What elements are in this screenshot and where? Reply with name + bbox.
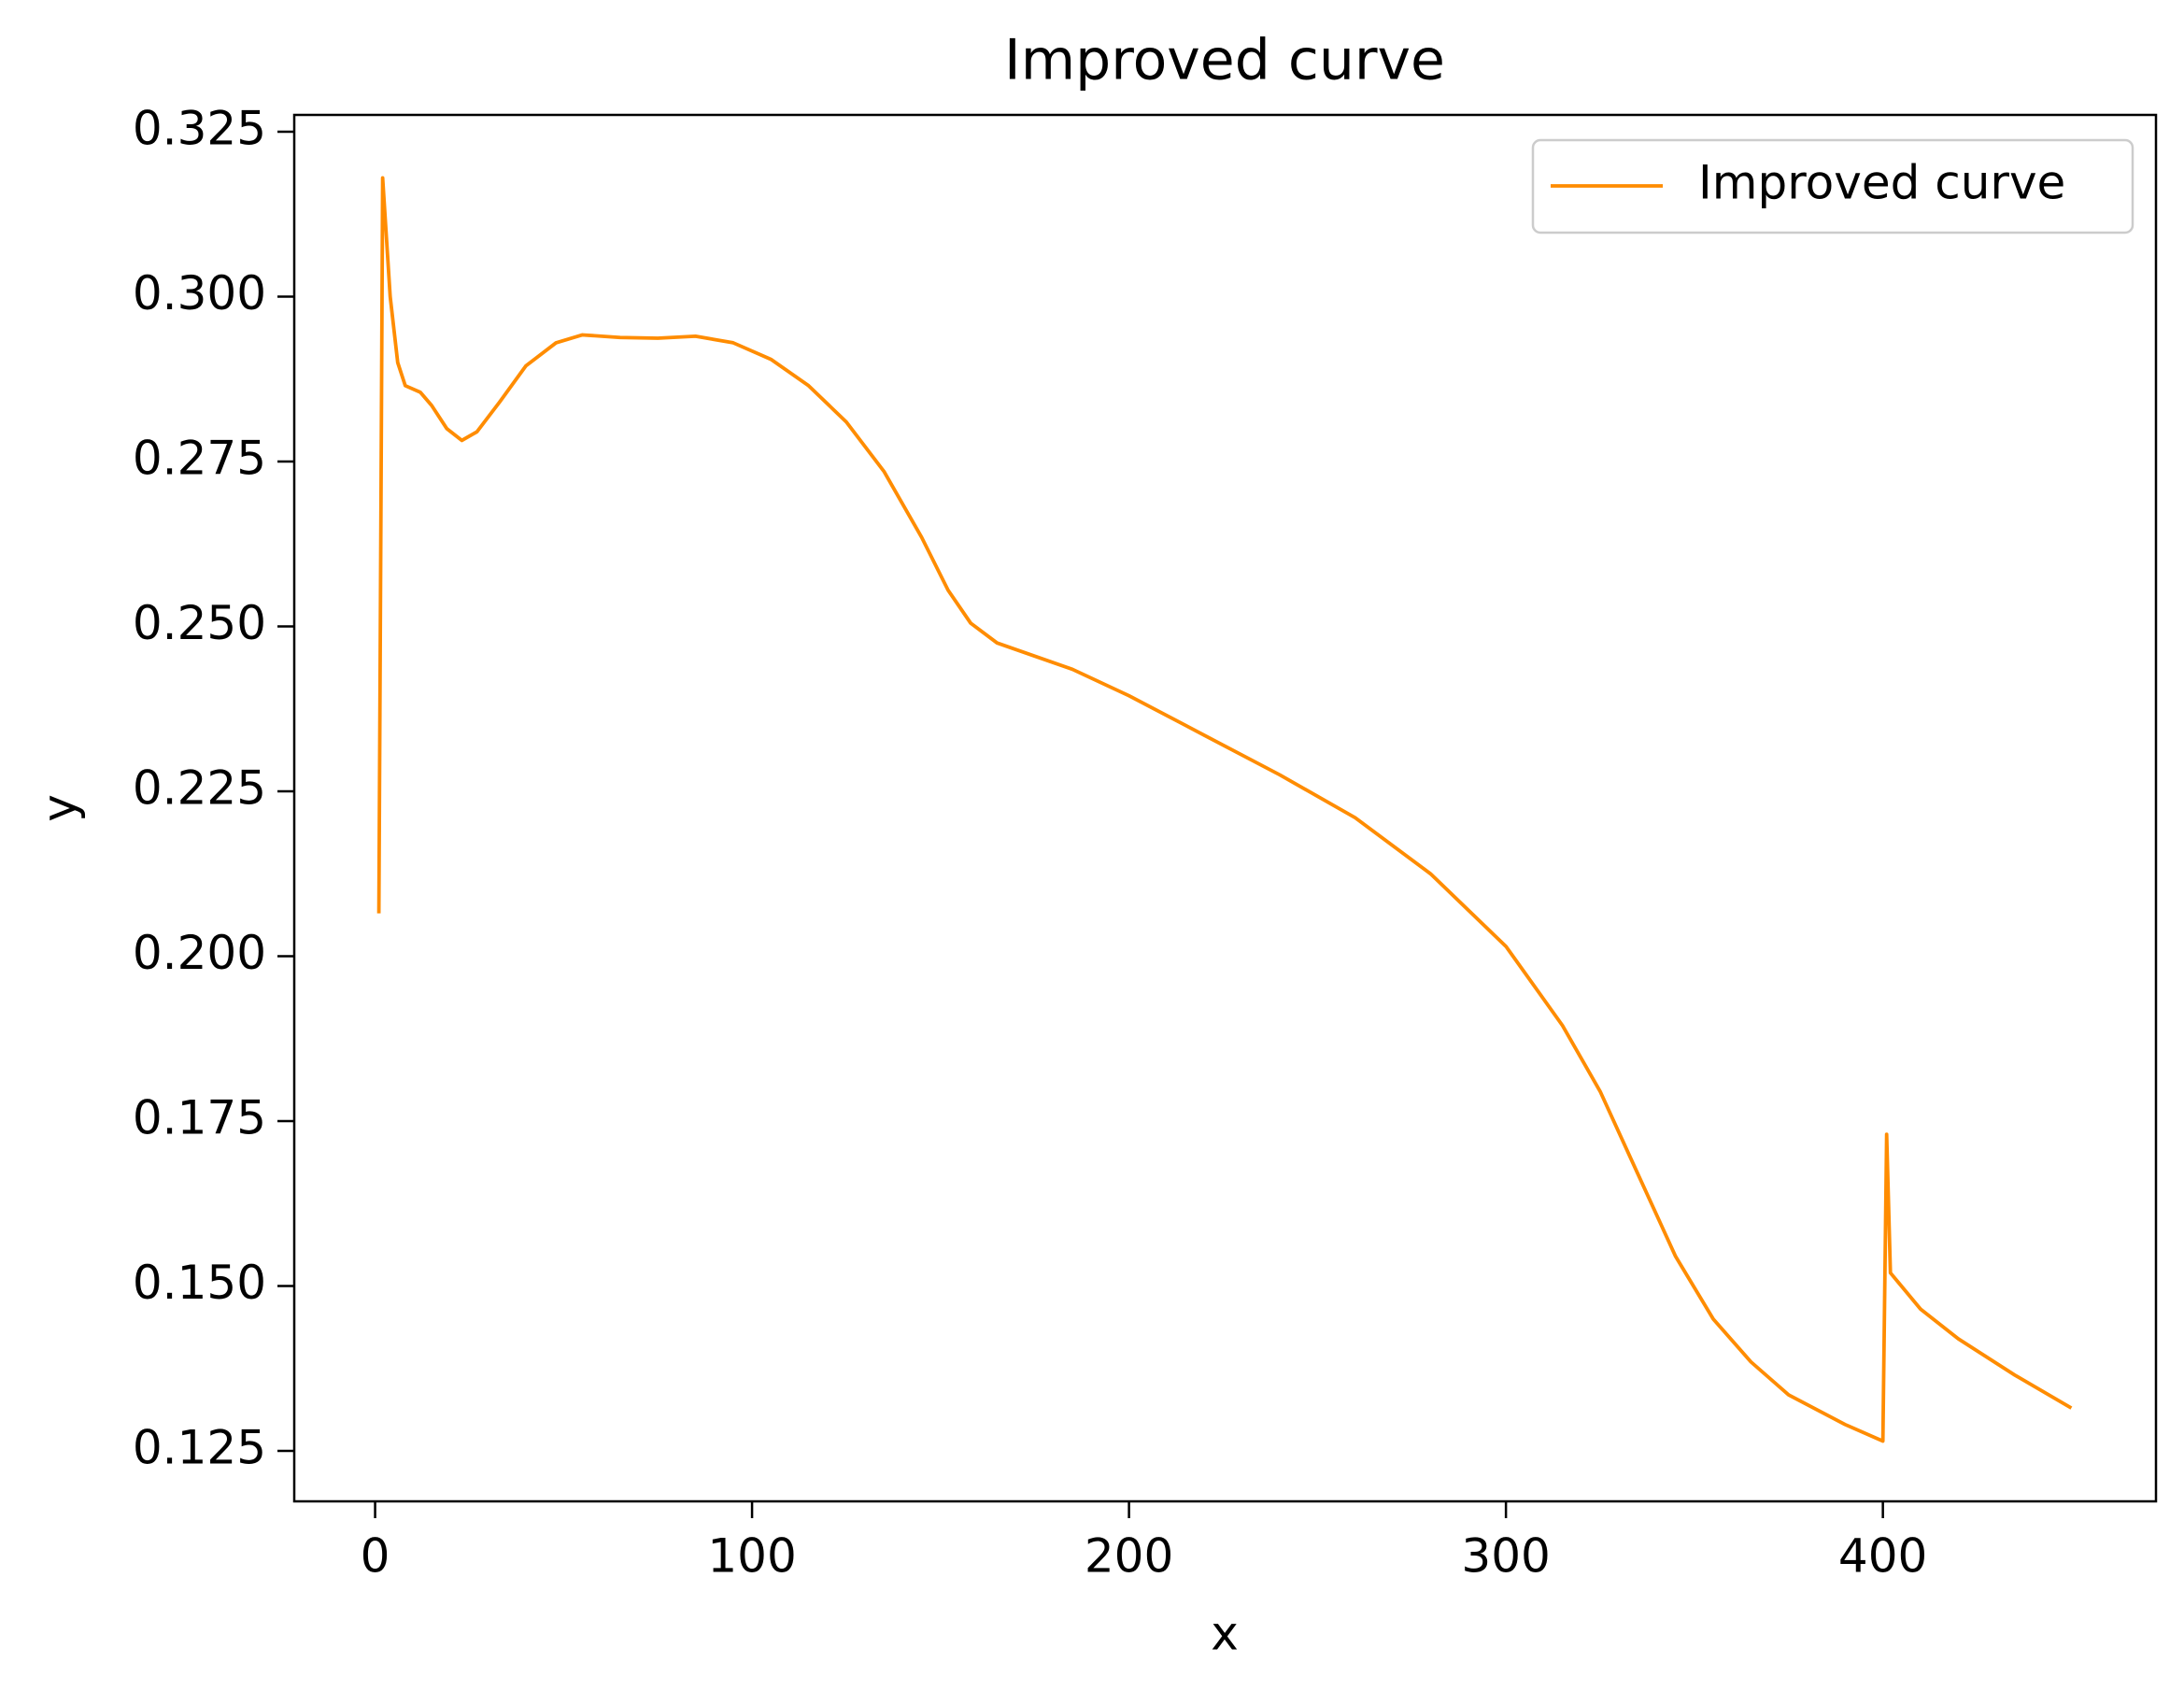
y-tick-label: 0.275 bbox=[133, 432, 266, 486]
y-tick-label: 0.150 bbox=[133, 1256, 266, 1310]
legend-box bbox=[1531, 138, 2134, 234]
x-tick-label: 300 bbox=[1461, 1529, 1550, 1584]
y-tick-label: 0.300 bbox=[133, 266, 266, 320]
y-tick-label: 0.325 bbox=[133, 102, 266, 156]
y-axis-label: y bbox=[33, 794, 87, 822]
y-tick-label: 0.225 bbox=[133, 761, 266, 816]
x-tick-label: 100 bbox=[707, 1529, 796, 1584]
y-tick-label: 0.250 bbox=[133, 596, 266, 650]
legend-label: Improved curve bbox=[1698, 156, 2065, 210]
data-line bbox=[376, 176, 2073, 1443]
x-tick-label: 200 bbox=[1085, 1529, 1173, 1584]
chart-title: Improved curve bbox=[1004, 28, 1445, 93]
y-tick-label: 0.125 bbox=[133, 1421, 266, 1475]
y-tick-label: 0.200 bbox=[133, 926, 266, 980]
x-axis-label: x bbox=[1211, 1607, 1239, 1661]
x-tick-label: 400 bbox=[1838, 1529, 1927, 1584]
x-tick-label: 0 bbox=[361, 1529, 390, 1584]
plot-frame bbox=[292, 113, 2158, 1503]
y-tick-label: 0.175 bbox=[133, 1091, 266, 1145]
